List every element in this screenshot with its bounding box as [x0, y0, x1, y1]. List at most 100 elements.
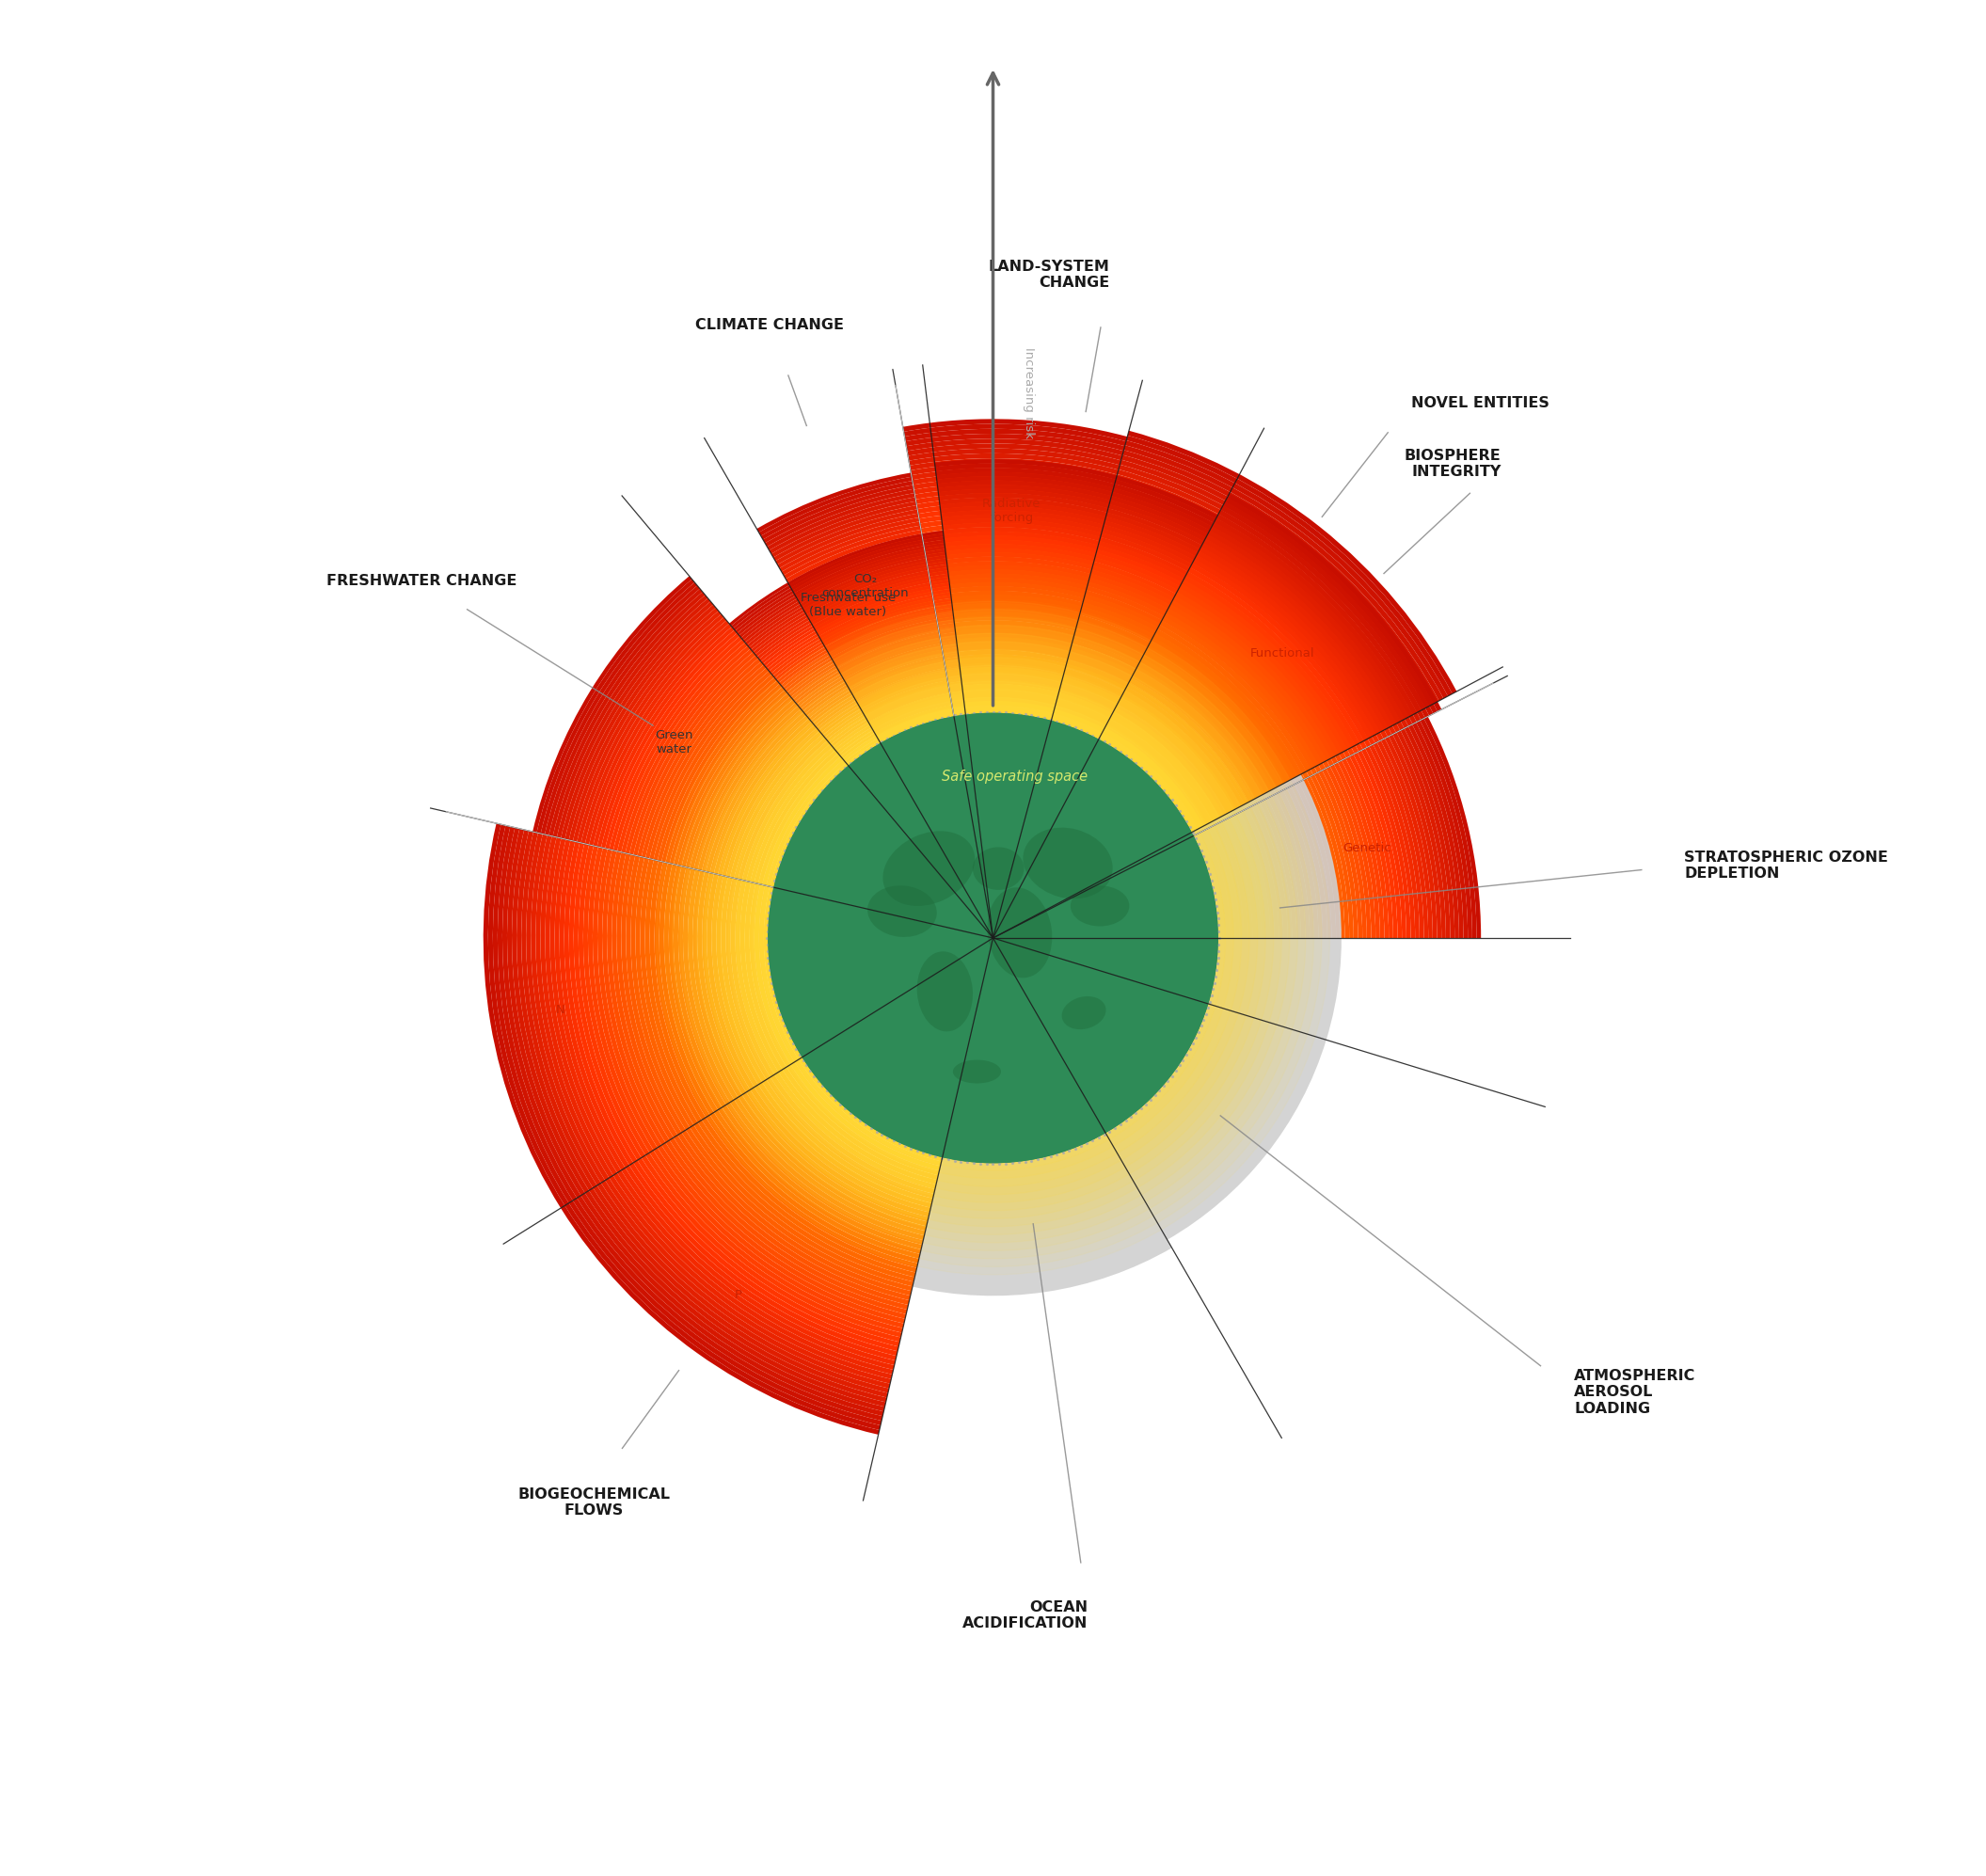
Wedge shape	[1120, 694, 1239, 814]
Wedge shape	[1172, 597, 1339, 764]
Wedge shape	[1380, 739, 1432, 938]
Wedge shape	[630, 653, 757, 855]
Wedge shape	[798, 638, 957, 709]
Circle shape	[689, 634, 1297, 1242]
Wedge shape	[908, 448, 1120, 469]
Wedge shape	[560, 1206, 880, 1435]
Wedge shape	[1166, 608, 1325, 771]
Wedge shape	[912, 473, 1114, 493]
Wedge shape	[649, 861, 705, 1120]
Wedge shape	[761, 480, 914, 540]
Wedge shape	[846, 647, 943, 687]
Ellipse shape	[918, 951, 973, 1032]
Wedge shape	[826, 612, 935, 655]
Wedge shape	[677, 1133, 910, 1300]
Wedge shape	[953, 704, 1055, 717]
Wedge shape	[661, 677, 777, 863]
Wedge shape	[1315, 773, 1358, 938]
Wedge shape	[834, 623, 937, 664]
Wedge shape	[1140, 658, 1275, 795]
Wedge shape	[612, 852, 673, 1141]
Wedge shape	[840, 636, 941, 675]
Wedge shape	[949, 688, 1057, 702]
Wedge shape	[576, 612, 721, 842]
Wedge shape	[536, 835, 610, 1180]
Wedge shape	[935, 606, 1078, 621]
Wedge shape	[1319, 771, 1362, 938]
Wedge shape	[931, 582, 1086, 598]
Wedge shape	[763, 1079, 933, 1203]
Wedge shape	[1247, 807, 1283, 938]
Wedge shape	[622, 854, 681, 1135]
Wedge shape	[780, 610, 953, 688]
Wedge shape	[1116, 475, 1416, 715]
Wedge shape	[747, 559, 947, 647]
Wedge shape	[649, 668, 769, 859]
Wedge shape	[594, 623, 731, 846]
Wedge shape	[582, 1193, 884, 1411]
Wedge shape	[1207, 531, 1404, 730]
Wedge shape	[749, 561, 947, 649]
Wedge shape	[830, 687, 963, 747]
Wedge shape	[663, 865, 719, 1112]
Wedge shape	[552, 591, 705, 837]
Wedge shape	[683, 869, 735, 1103]
Wedge shape	[681, 694, 790, 867]
Wedge shape	[755, 1084, 931, 1212]
Wedge shape	[951, 591, 1156, 636]
Wedge shape	[1132, 673, 1259, 805]
Wedge shape	[1392, 732, 1446, 938]
Wedge shape	[1126, 683, 1251, 809]
Wedge shape	[1350, 754, 1398, 938]
Wedge shape	[800, 642, 957, 711]
Wedge shape	[705, 713, 806, 872]
Wedge shape	[947, 561, 1170, 610]
Wedge shape	[794, 546, 925, 597]
Wedge shape	[914, 478, 1112, 499]
Ellipse shape	[987, 887, 1053, 977]
Wedge shape	[747, 1090, 929, 1221]
Text: Genetic: Genetic	[1343, 842, 1392, 854]
Wedge shape	[846, 713, 965, 765]
Wedge shape	[963, 702, 1104, 732]
Wedge shape	[735, 1097, 925, 1236]
Wedge shape	[751, 565, 947, 653]
Wedge shape	[645, 859, 701, 1122]
Wedge shape	[1184, 576, 1358, 754]
Wedge shape	[1053, 711, 1200, 831]
Wedge shape	[1400, 728, 1454, 938]
Wedge shape	[806, 651, 957, 719]
Wedge shape	[743, 741, 830, 882]
Wedge shape	[697, 872, 747, 1096]
Wedge shape	[606, 632, 739, 850]
Wedge shape	[759, 477, 912, 537]
Wedge shape	[1170, 600, 1335, 767]
Wedge shape	[1221, 507, 1430, 719]
Wedge shape	[810, 578, 929, 625]
Wedge shape	[796, 636, 955, 707]
Wedge shape	[904, 430, 1124, 450]
Wedge shape	[802, 563, 927, 612]
Circle shape	[729, 673, 1257, 1203]
Text: Functional: Functional	[1251, 647, 1315, 658]
Wedge shape	[757, 574, 949, 658]
Wedge shape	[933, 591, 1082, 608]
Text: CO₂
concentration: CO₂ concentration	[822, 574, 910, 600]
Wedge shape	[606, 1178, 892, 1384]
Wedge shape	[618, 1171, 894, 1369]
Wedge shape	[1104, 518, 1376, 735]
Wedge shape	[943, 523, 1188, 576]
Wedge shape	[1158, 625, 1309, 779]
Wedge shape	[792, 628, 955, 702]
Wedge shape	[665, 1141, 908, 1315]
Wedge shape	[782, 1067, 937, 1180]
Wedge shape	[1217, 822, 1249, 938]
Wedge shape	[1072, 634, 1271, 792]
Wedge shape	[1092, 567, 1333, 760]
Wedge shape	[735, 734, 824, 880]
Wedge shape	[610, 1176, 892, 1379]
Wedge shape	[1096, 548, 1350, 750]
Wedge shape	[916, 497, 1106, 518]
Wedge shape	[790, 1062, 939, 1171]
Wedge shape	[941, 645, 1068, 660]
